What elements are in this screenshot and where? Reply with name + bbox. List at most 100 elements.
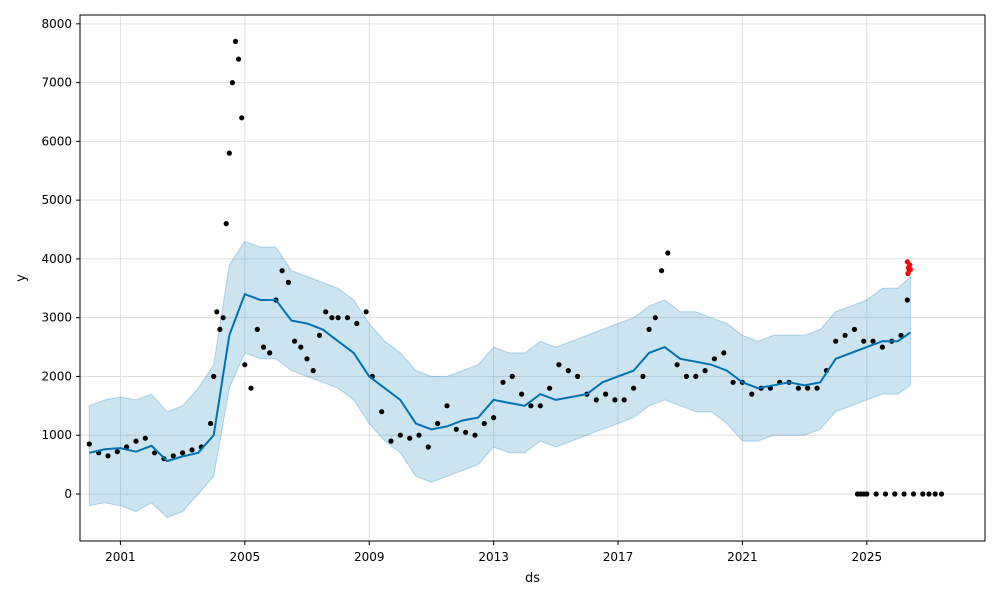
observed-point (435, 420, 441, 427)
observed-point (453, 426, 459, 432)
observed-point (640, 373, 646, 379)
observed-point (612, 397, 618, 403)
observed-point (833, 338, 839, 344)
zero-point (864, 491, 870, 497)
x-tick-label: 2009 (354, 550, 385, 564)
x-tick-label: 2025 (852, 550, 883, 564)
observed-point (242, 362, 248, 368)
y-tick-label: 6000 (41, 134, 72, 148)
y-tick-label: 4000 (41, 252, 72, 266)
observed-point (298, 344, 304, 350)
y-tick-label: 3000 (41, 311, 72, 325)
zero-point (932, 491, 938, 497)
observed-point (805, 385, 811, 391)
observed-point (621, 397, 627, 403)
zero-point (873, 491, 879, 497)
y-axis-label: y (14, 274, 29, 282)
x-tick-label: 2021 (727, 550, 758, 564)
observed-point (310, 368, 316, 374)
y-tick-label: 1000 (41, 428, 72, 442)
observed-point (344, 315, 351, 321)
observed-point (659, 268, 665, 274)
observed-point (180, 450, 186, 456)
observed-point (248, 385, 254, 391)
observed-point (500, 379, 506, 385)
observed-point (870, 338, 876, 344)
observed-point (509, 373, 515, 379)
recent-point (907, 262, 913, 268)
observed-point (329, 315, 335, 321)
grid-lines (80, 15, 985, 541)
observed-point (229, 80, 235, 86)
observed-point (851, 326, 858, 332)
observed-point (323, 309, 329, 315)
observed-point (170, 453, 176, 459)
observed-point (407, 435, 413, 441)
zero-point (901, 491, 907, 497)
observed-point (226, 150, 232, 156)
observed-point (603, 391, 609, 397)
zero-point (938, 491, 945, 497)
observed-point (379, 409, 385, 415)
observed-point (683, 373, 690, 379)
uncertainty-band (88, 240, 911, 519)
x-tick-label: 2005 (230, 550, 261, 564)
zero-point (882, 491, 889, 497)
y-tick-label: 8000 (41, 17, 72, 31)
observed-point (335, 315, 341, 321)
observed-point (425, 444, 431, 450)
observed-point (416, 432, 422, 438)
observed-point (388, 438, 394, 444)
observed-point (879, 344, 886, 350)
observed-point (114, 449, 120, 455)
observed-point (142, 435, 148, 441)
x-tick-label: 2001 (105, 550, 136, 564)
observed-point (105, 453, 111, 459)
observed-point (285, 279, 291, 285)
x-tick-label: 2013 (478, 550, 509, 564)
observed-point (547, 385, 553, 391)
observed-point (519, 391, 525, 397)
observed-point (795, 385, 802, 391)
observed-point (904, 297, 910, 303)
observed-point (556, 362, 562, 368)
observed-point (133, 438, 139, 444)
x-tick-label: 2017 (603, 550, 634, 564)
observed-point (354, 320, 360, 327)
x-axis-label: ds (525, 571, 540, 586)
observed-point (472, 432, 478, 438)
forecast-line (89, 292, 911, 463)
observed-point (491, 415, 497, 421)
observed-point (702, 368, 708, 374)
observed-point (86, 441, 92, 447)
observed-point (316, 332, 323, 338)
uncertainty-band-group (88, 240, 911, 519)
observed-point (232, 38, 239, 45)
axes-group: 2001 2005 2009 2013 2017 2021 2025 0 1000 2000 300… (41, 14, 986, 564)
observed-point (444, 403, 450, 409)
recent-point (907, 266, 914, 273)
observed-point (652, 315, 658, 321)
observed-point (575, 373, 581, 379)
observed-point (217, 326, 223, 332)
observed-point (267, 350, 273, 356)
observed-point (189, 447, 195, 453)
observed-point (463, 429, 469, 435)
observed-point (528, 403, 534, 409)
plot-frame (79, 14, 986, 542)
observed-point (631, 385, 637, 391)
observed-point (397, 432, 403, 438)
observed-point (220, 315, 226, 321)
observed-point (665, 250, 671, 256)
observed-point (537, 403, 543, 409)
observed-point (693, 373, 699, 379)
observed-point (898, 332, 904, 338)
observed-point (223, 221, 229, 227)
observed-point (646, 326, 652, 332)
observed-point (304, 356, 310, 362)
zero-point (892, 491, 898, 497)
y-tick-label: 7000 (41, 76, 72, 90)
zero-point (910, 491, 917, 497)
observed-point (842, 332, 848, 338)
